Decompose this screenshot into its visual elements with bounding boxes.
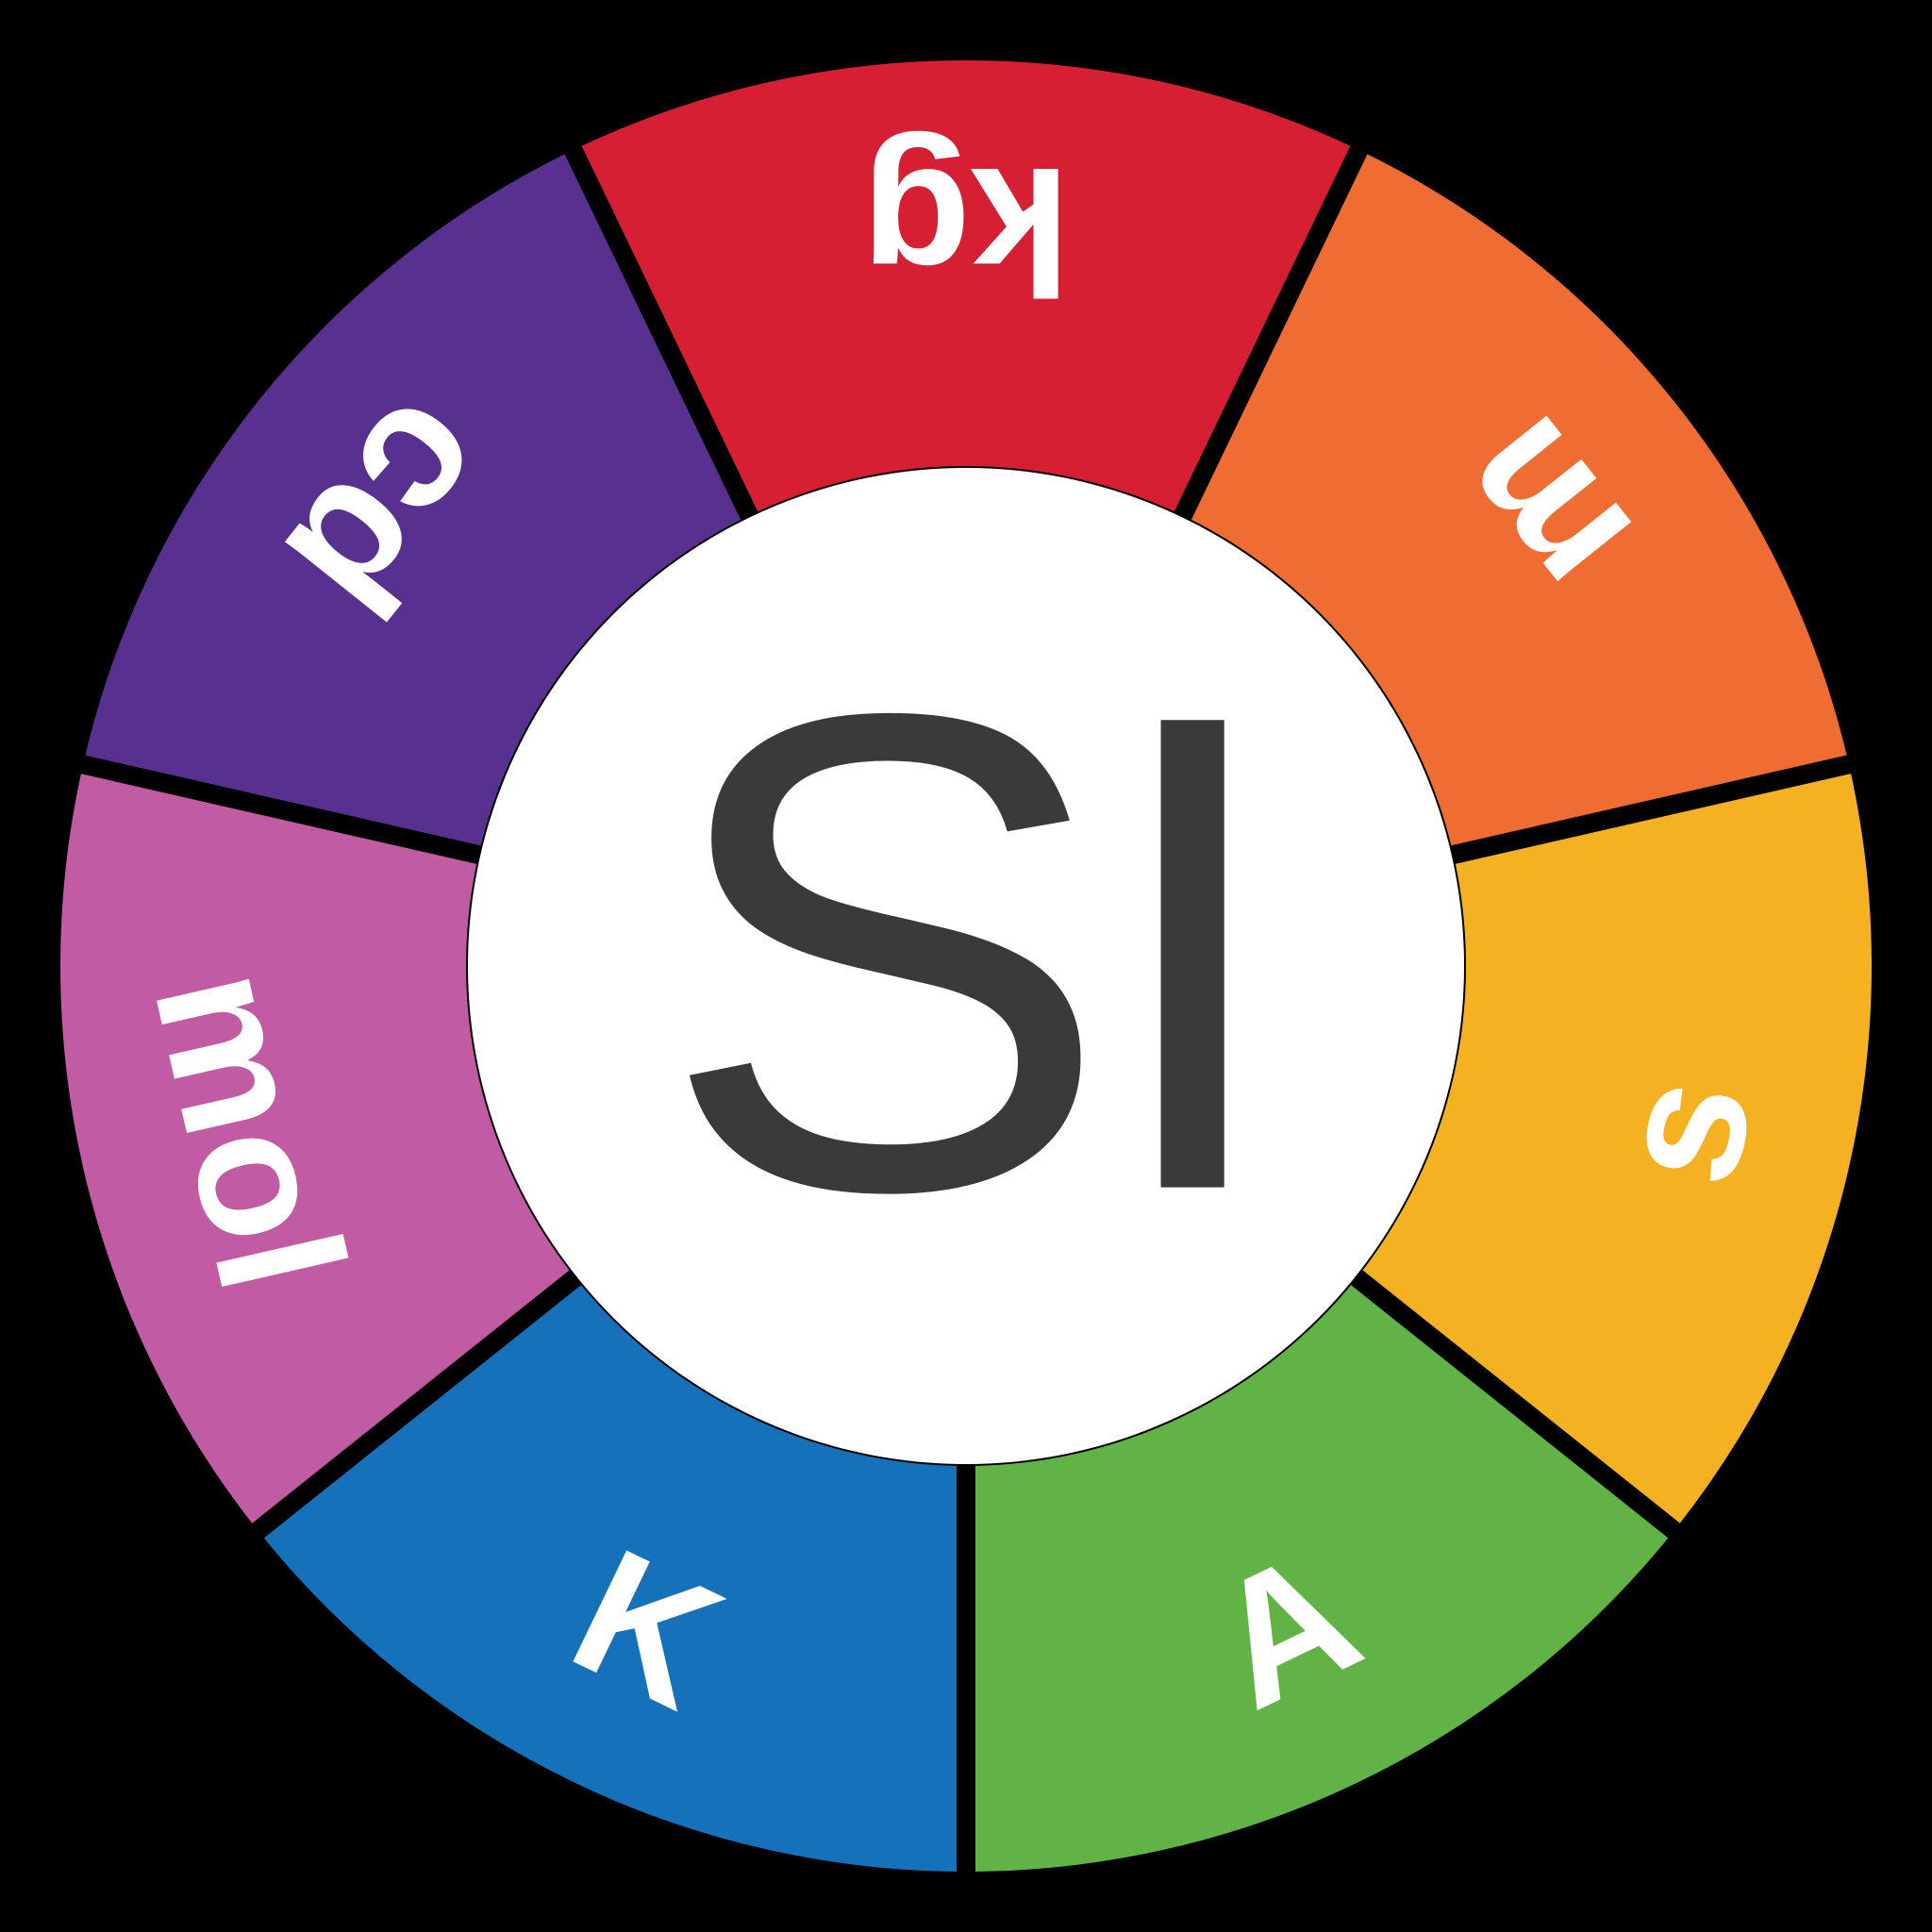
center-label: SI	[658, 613, 1273, 1292]
si-units-wheel: SI kgmsAKmolcd	[0, 0, 1932, 1932]
segment-label-kg: kg	[861, 141, 1071, 320]
